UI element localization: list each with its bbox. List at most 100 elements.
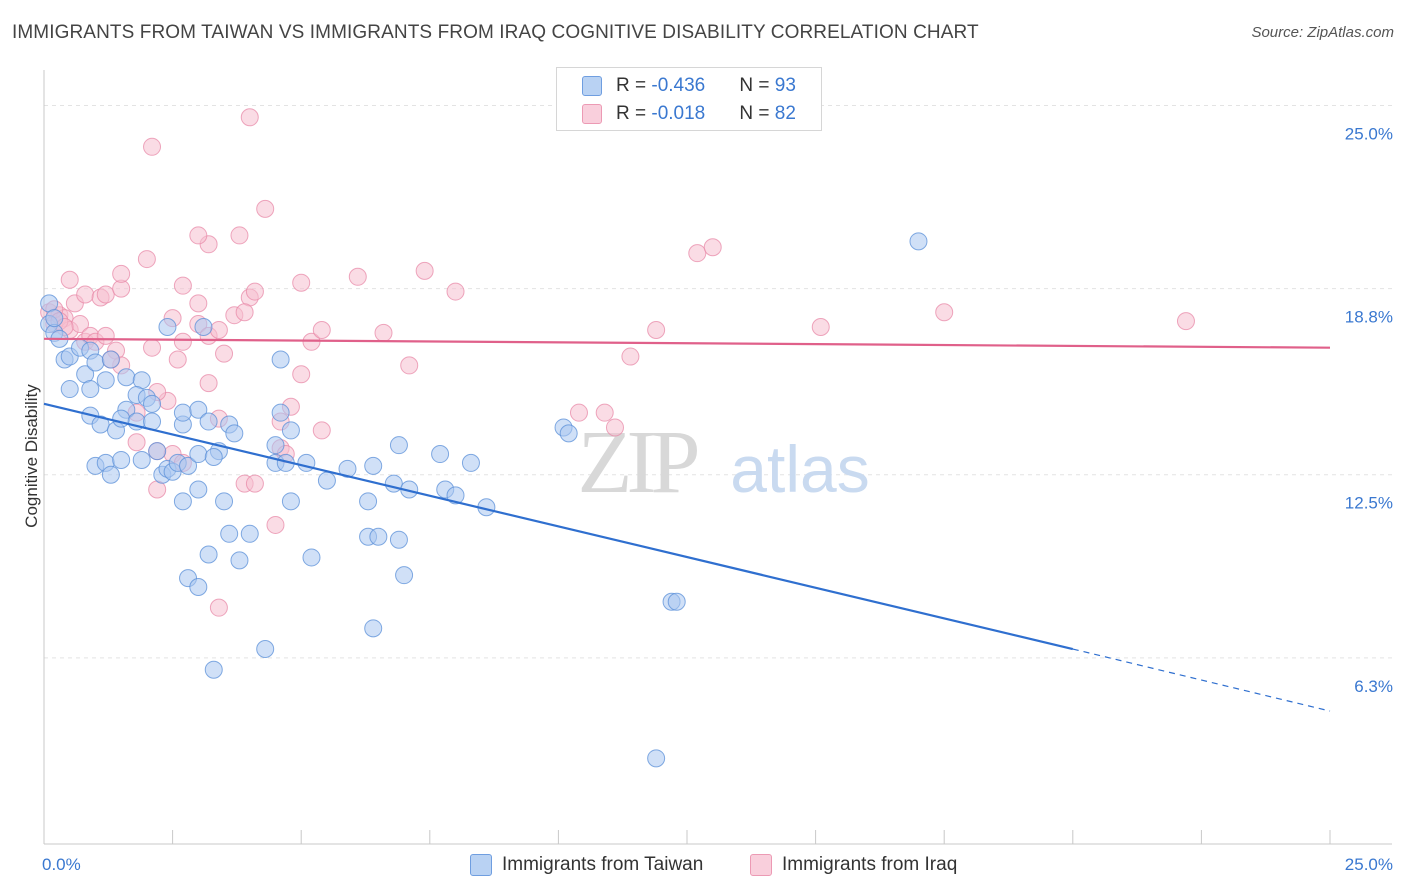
iraq-point [811,318,830,337]
taiwan-point [96,371,115,390]
bottom-legend-swatch-taiwan [470,854,492,876]
taiwan-point [647,749,666,768]
taiwan-point [220,524,239,543]
iraq-point [137,250,156,269]
legend-n-label: N = [739,103,775,124]
iraq-point [245,282,264,301]
taiwan-point [204,660,223,679]
iraq-point [605,418,624,437]
bottom-legend-iraq: Immigrants from Iraq [750,852,957,878]
iraq-point [312,421,331,440]
taiwan-point [143,394,162,413]
y-tick-label: 6.3% [1354,677,1393,696]
iraq-point [1176,312,1195,331]
taiwan-point [667,592,686,611]
taiwan-point [256,640,275,659]
taiwan-point [60,380,79,399]
trend-lines [43,337,1331,712]
iraq-point [168,350,187,369]
taiwan-point [199,545,218,564]
taiwan-trend-line [43,402,1074,651]
y-axis-label: Cognitive Disability [22,384,41,528]
grid-lines [44,104,1392,659]
iraq-point [292,273,311,292]
iraq-point [230,226,249,245]
taiwan-point [240,524,259,543]
iraq-point [112,264,131,283]
y-tick-label: 18.8% [1345,308,1393,327]
taiwan-point [446,486,465,505]
iraq-point [647,320,666,339]
taiwan-point [158,318,177,337]
y-tick-label: 25.0% [1345,124,1393,143]
taiwan-point [189,577,208,596]
iraq-trend-line [43,337,1331,349]
legend-swatch-taiwan [582,76,602,96]
taiwan-point [45,309,64,328]
taiwan-point [395,566,414,585]
legend-row-taiwan: R = -0.436 N = 93 [582,74,796,98]
taiwan-point [179,456,198,475]
taiwan-point [359,492,378,511]
iraq-point [199,374,218,393]
legend-r-label: R = [616,103,652,124]
y-tick-label: 12.5% [1345,494,1393,513]
source-label: Source: ZipAtlas.com [1251,24,1394,41]
iraq-point [245,474,264,493]
taiwan-point [461,453,480,472]
taiwan-point [81,380,100,399]
chart-title: IMMIGRANTS FROM TAIWAN VS IMMIGRANTS FRO… [12,22,979,43]
iraq-point [256,199,275,218]
taiwan-point [431,445,450,464]
iraq-point [189,294,208,313]
watermark: ZIP atlas [578,413,870,512]
iraq-point [266,515,285,534]
taiwan-point [317,471,336,490]
legend-r-label: R = [616,75,652,96]
series-iraq-points [40,108,1195,617]
iraq-point [96,285,115,304]
taiwan-point [369,527,388,546]
iraq-point [703,238,722,257]
bottom-legend-label-iraq: Immigrants from Iraq [782,854,958,875]
iraq-point [189,226,208,245]
legend-swatch-iraq [582,104,602,124]
legend-n-value: 82 [774,103,796,124]
taiwan-point [559,424,578,443]
x-tick-label: 25.0% [1345,855,1393,874]
taiwan-point [148,442,167,461]
iraq-point [209,320,228,339]
taiwan-point [189,480,208,499]
taiwan-point [302,548,321,567]
taiwan-point [101,350,120,369]
iraq-point [96,326,115,345]
iraq-point [173,332,192,351]
taiwan-point [204,448,223,466]
taiwan-point [271,350,290,369]
iraq-point [143,137,162,156]
taiwan-point [225,424,244,443]
taiwan-point [189,400,208,419]
legend-row-iraq: R = -0.018 N = 82 [582,102,796,126]
iraq-point [312,320,331,339]
taiwan-point [101,465,120,484]
x-tick-label: 0.0% [42,855,81,874]
taiwan-point [117,368,136,387]
bottom-legend-label-taiwan: Immigrants from Taiwan [502,854,704,875]
iraq-point [595,403,614,422]
taiwan-point [189,445,208,464]
iraq-point [688,244,707,263]
taiwan-point [230,551,249,570]
iraq-point [240,108,259,127]
iraq-point [76,285,95,304]
taiwan-point [173,492,192,511]
taiwan-point [112,450,131,469]
iraq-point [209,598,228,617]
taiwan-point [338,459,357,478]
taiwan-point [389,530,408,549]
tick-labels: 6.3% 12.5% 18.8% 25.0% 0.0% 25.0% [42,124,1393,874]
taiwan-point [132,450,151,469]
taiwan-trend-extension [1072,648,1331,712]
iraq-point [235,303,254,322]
taiwan-point [271,403,290,422]
